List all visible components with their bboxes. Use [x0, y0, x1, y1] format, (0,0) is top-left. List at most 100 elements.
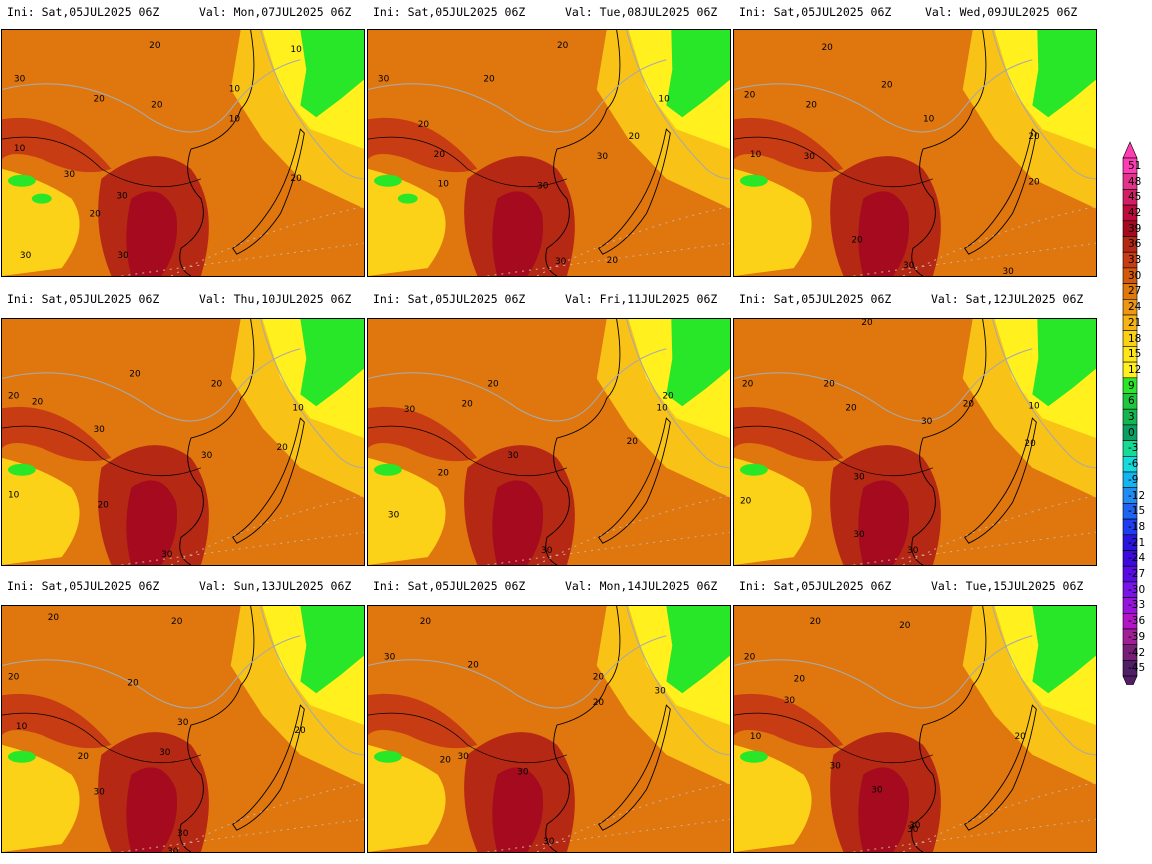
contour-label: 20	[662, 391, 674, 401]
contour-label: 20	[78, 752, 90, 762]
map-field: 20 20 20 20 30 20 10 30 20 30 30 30	[2, 606, 364, 852]
contour-label: 20	[744, 653, 756, 663]
temperature-map-panel: 20 30 20 10 20 20 10 30 20 30 20 30	[367, 29, 731, 277]
colorbar-label: -33	[1128, 599, 1146, 612]
colorbar-label: 15	[1128, 348, 1142, 361]
panel-valid-time: Val: Mon,07JUL2025 06Z	[199, 5, 352, 19]
colorbar-label: 9	[1128, 379, 1135, 392]
hot-core	[858, 480, 910, 565]
contour-label: 20	[1014, 732, 1026, 742]
contour-label: 20	[824, 379, 836, 389]
border-line	[368, 712, 568, 764]
contour-label: 30	[161, 550, 173, 560]
border-line	[368, 136, 568, 188]
grid-line	[487, 242, 730, 276]
contour-label: 20	[8, 672, 20, 682]
colorbar-label: 6	[1128, 395, 1135, 408]
hot-core	[492, 480, 544, 565]
hot-band	[734, 693, 844, 749]
coastline	[179, 30, 255, 276]
contour-line	[2, 348, 301, 422]
border-line	[734, 712, 934, 764]
contour-label: 10	[229, 85, 241, 95]
contour-label: 20	[149, 41, 161, 51]
map-field: 20 30 20 20 10 30 20 30 20 30	[368, 319, 730, 565]
cold-patch	[7, 174, 36, 187]
contour-label: 30	[388, 510, 400, 520]
colorbar-label: 30	[1128, 269, 1142, 282]
colorbar	[1122, 141, 1138, 685]
contour-label: 20	[1028, 178, 1040, 188]
contour-label: 10	[290, 45, 302, 55]
hot-core	[492, 767, 544, 852]
panel-valid-time: Val: Wed,09JUL2025 06Z	[925, 5, 1078, 19]
plateau-region	[734, 168, 812, 276]
cold-region	[300, 30, 364, 118]
grid-line	[487, 531, 730, 565]
contour-label: 30	[543, 837, 555, 847]
hot-core	[126, 480, 178, 565]
colorbar-label: -36	[1128, 615, 1146, 628]
contour-label: 20	[440, 756, 452, 766]
island-outline	[232, 128, 305, 255]
hot-core	[858, 767, 910, 852]
hot-core	[126, 191, 178, 276]
contour-label: 20	[48, 613, 60, 623]
cold-patch	[397, 193, 418, 204]
contour-label: 10	[656, 403, 668, 413]
plateau-region	[2, 457, 80, 565]
cold-region	[1032, 606, 1096, 694]
contour-label: 20	[487, 379, 499, 389]
contour-line	[2, 635, 301, 709]
cold-patch	[739, 750, 768, 763]
contour-label: 20	[211, 379, 223, 389]
contour-label: 20	[794, 674, 806, 684]
contour-label: 30	[871, 785, 883, 795]
coastline	[911, 30, 987, 276]
temperature-map-panel: 20 20 20 20 30 20 10 20 30 30 20 30	[733, 318, 1097, 566]
contour-label: 20	[127, 678, 139, 688]
contour-label: 10	[750, 732, 762, 742]
contour-line	[626, 606, 730, 756]
panel-init-time: Ini: Sat,05JUL2025 06Z	[739, 5, 892, 19]
colorbar-label: -30	[1128, 583, 1146, 596]
contour-label: 30	[909, 821, 921, 831]
colorbar-label: -27	[1128, 568, 1146, 581]
contour-label: 20	[483, 75, 495, 85]
contour-label: 20	[467, 661, 479, 671]
colorbar-label: -24	[1128, 552, 1146, 565]
contour-label: 20	[294, 726, 306, 736]
hot-band	[734, 406, 844, 462]
grid-line	[121, 531, 364, 565]
contour-label: 30	[597, 152, 609, 162]
contour-line	[260, 606, 364, 756]
hot-band	[368, 406, 478, 462]
contour-line	[734, 348, 1033, 422]
colorbar-label: 12	[1128, 363, 1142, 376]
contour-label: 10	[229, 114, 241, 124]
contour-line	[734, 59, 1033, 133]
contour-label: 20	[963, 399, 975, 409]
contour-label: 30	[907, 546, 919, 556]
grid-line	[853, 818, 1096, 852]
contour-label: 10	[923, 114, 935, 124]
island-outline	[232, 417, 305, 544]
contour-line	[992, 606, 1096, 756]
panel-valid-time: Val: Sat,12JUL2025 06Z	[931, 292, 1084, 306]
hot-band	[2, 406, 112, 462]
contour-label: 20	[845, 403, 857, 413]
contour-label: 20	[151, 100, 163, 110]
panel-init-time: Ini: Sat,05JUL2025 06Z	[373, 579, 526, 593]
contour-label: 20	[851, 235, 863, 245]
island-outline	[598, 704, 671, 831]
contour-label: 20	[881, 81, 893, 91]
contour-label: 10	[8, 491, 20, 501]
colorbar-label: 18	[1128, 332, 1142, 345]
island-outline	[964, 128, 1037, 255]
contour-label: 30	[853, 473, 865, 483]
contour-label: 20	[276, 443, 288, 453]
colorbar-label: -21	[1128, 536, 1146, 549]
map-field: 20 10 10 30 20 20 10 10 30 30 20 20 30 30	[2, 30, 364, 276]
contour-line	[626, 319, 730, 469]
